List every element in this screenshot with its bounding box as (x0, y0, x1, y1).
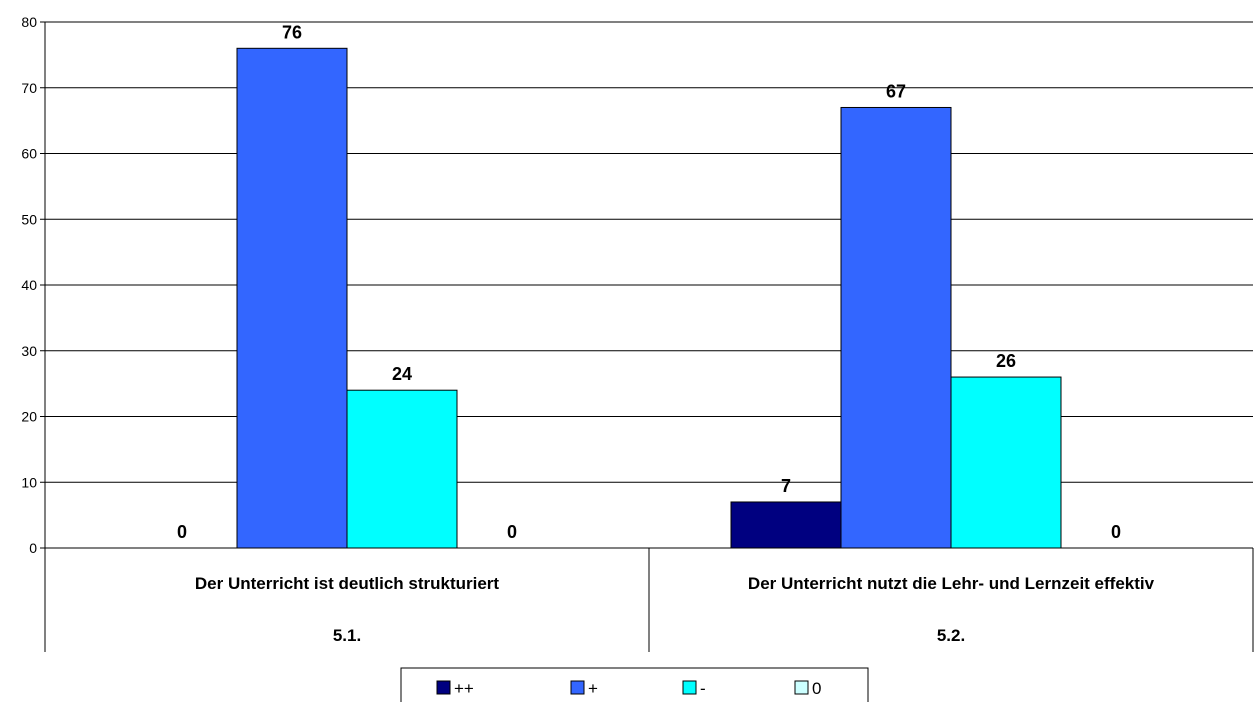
legend: ++ + -0 (400, 667, 869, 702)
legend-swatch (436, 680, 451, 695)
category-label: Der Unterricht ist deutlich strukturiert (195, 574, 500, 593)
data-label: 0 (1111, 522, 1121, 542)
legend-swatch (682, 680, 697, 695)
bar (236, 47, 348, 549)
data-labels: 0 76 24 0 7 67 26 0 (177, 22, 1121, 542)
y-tick-label: 0 (29, 540, 37, 556)
gridlines (45, 21, 1253, 483)
legend-swatch (570, 680, 585, 695)
data-label: 76 (282, 22, 302, 42)
y-tick-label: 50 (21, 211, 37, 227)
data-label: 7 (781, 476, 791, 496)
y-axis-ticks: 0 10 20 30 40 50 60 70 80 (21, 14, 45, 556)
bar (346, 389, 458, 549)
data-label: 26 (996, 351, 1016, 371)
y-tick-label: 10 (21, 474, 37, 490)
data-label: 0 (177, 522, 187, 542)
category-code-label: 5.1. (333, 626, 361, 645)
bar (730, 501, 842, 549)
category-labels: Der Unterricht ist deutlich strukturiert… (195, 574, 1155, 645)
y-tick-label: 20 (21, 409, 37, 425)
data-label: 67 (886, 81, 906, 101)
data-label: 0 (507, 522, 517, 542)
category-code-label: 5.2. (937, 626, 965, 645)
y-tick-label: 30 (21, 343, 37, 359)
legend-label: ++ (454, 679, 474, 698)
legend-box (400, 667, 869, 702)
data-label: 24 (392, 364, 412, 384)
bar (840, 106, 952, 549)
y-tick-label: 80 (21, 14, 37, 30)
y-tick-label: 60 (21, 146, 37, 162)
y-tick-label: 40 (21, 277, 37, 293)
category-label: Der Unterricht nutzt die Lehr- und Lernz… (748, 574, 1155, 593)
bar (950, 376, 1062, 549)
legend-label: + (588, 679, 598, 698)
bars (236, 47, 1062, 549)
legend-swatch (794, 680, 809, 695)
axes (44, 22, 1254, 652)
legend-label: 0 (812, 679, 821, 698)
y-tick-label: 70 (21, 80, 37, 96)
legend-label: - (700, 679, 706, 698)
